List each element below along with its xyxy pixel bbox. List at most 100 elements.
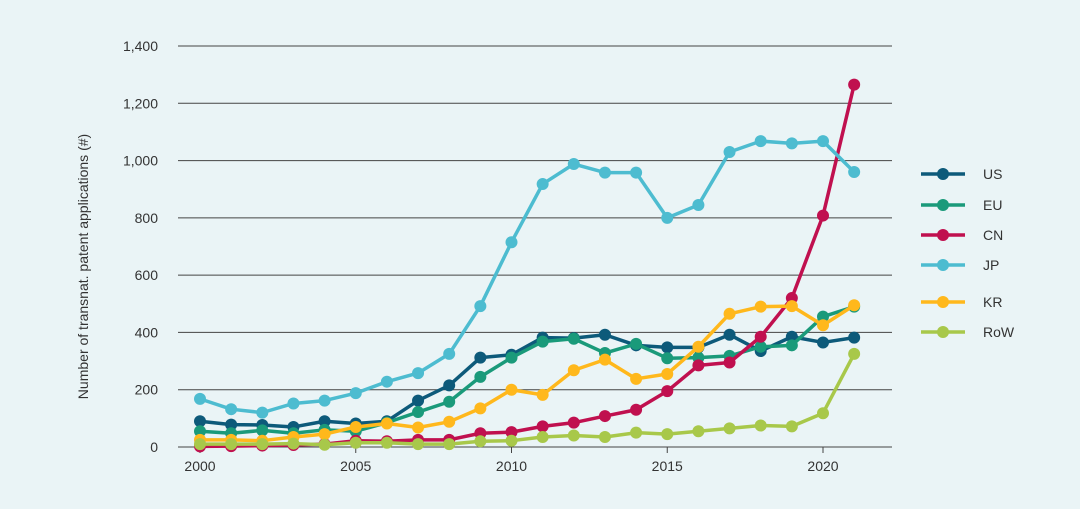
series-line (199, 139, 856, 415)
y-tick-label: 200 (135, 382, 159, 398)
data-point (536, 430, 549, 443)
data-point (505, 383, 518, 396)
legend-swatch-marker (937, 229, 949, 241)
y-tick-label: 0 (150, 439, 158, 455)
data-point (287, 437, 300, 450)
data-point (567, 429, 580, 442)
data-point (225, 403, 238, 416)
data-point (380, 436, 393, 449)
data-point (848, 166, 861, 179)
gridlines (178, 45, 892, 448)
legend-swatch-marker (937, 296, 949, 308)
data-point (474, 351, 487, 364)
x-tick-label: 2020 (807, 458, 838, 474)
legend-swatch-marker (937, 326, 949, 338)
y-tick-label: 600 (135, 267, 159, 283)
data-point (723, 145, 736, 158)
data-point (380, 417, 393, 430)
data-point (598, 410, 611, 423)
data-point (318, 428, 331, 441)
data-point (536, 178, 549, 191)
data-point (256, 424, 269, 437)
data-point (194, 392, 206, 405)
data-point (661, 352, 674, 365)
data-point (785, 300, 798, 313)
data-point (754, 135, 767, 148)
legend-label: KR (983, 294, 1002, 310)
data-point (754, 419, 767, 432)
y-tick-label: 1,400 (123, 38, 158, 54)
data-point (536, 388, 549, 401)
data-point (630, 372, 643, 385)
data-point (817, 135, 829, 148)
series-kr (194, 299, 861, 447)
legend-label: JP (983, 257, 999, 273)
series-line (199, 332, 855, 429)
y-axis-title: Number of transnat. patent applications … (75, 134, 91, 399)
data-point (598, 166, 611, 179)
data-point (318, 394, 331, 407)
data-point (630, 337, 643, 350)
data-point (287, 397, 300, 410)
series-eu (194, 300, 861, 440)
legend-item-cn: CN (921, 227, 1003, 243)
data-point (848, 347, 861, 360)
series-cn (194, 78, 861, 453)
legend-swatch-marker (937, 259, 949, 271)
data-point (692, 359, 705, 372)
data-point (817, 209, 829, 222)
data-point (443, 438, 456, 451)
data-point (785, 339, 798, 352)
data-point (349, 387, 362, 400)
series-line (200, 353, 856, 447)
legend-item-us: US (921, 166, 1002, 182)
data-point (349, 420, 362, 433)
data-point (412, 438, 425, 451)
data-point (412, 406, 425, 419)
series-jp (194, 135, 861, 419)
series-line (200, 303, 856, 443)
y-tick-label: 1,000 (123, 153, 158, 169)
data-point (848, 299, 861, 312)
legend: US EU CN JP KR RoW (921, 166, 1015, 340)
data-point (598, 353, 611, 366)
data-point (412, 367, 425, 380)
legend-item-eu: EU (921, 197, 1002, 213)
data-point (194, 425, 206, 438)
data-point (754, 300, 767, 313)
data-point (536, 335, 549, 348)
data-point (567, 332, 580, 345)
data-point (598, 328, 611, 341)
data-point (349, 436, 362, 449)
y-tick-label: 800 (135, 210, 159, 226)
data-point (661, 367, 674, 380)
data-point (848, 331, 861, 344)
data-point (723, 356, 736, 369)
data-point (567, 158, 580, 171)
data-point (723, 422, 736, 435)
data-point (536, 420, 549, 433)
data-point (630, 166, 643, 179)
data-point (505, 434, 518, 447)
data-point (567, 364, 580, 377)
data-point (817, 319, 829, 332)
x-tick-label: 2005 (340, 458, 371, 474)
data-point (225, 438, 238, 451)
data-point (474, 402, 487, 415)
x-tick-label: 2010 (496, 458, 527, 474)
data-point (817, 310, 829, 323)
data-point (692, 425, 705, 438)
data-point (785, 420, 798, 433)
data-point (723, 328, 736, 341)
data-point (380, 375, 393, 388)
data-point (692, 198, 705, 211)
data-point (443, 395, 456, 408)
data-point (754, 330, 767, 343)
data-point (661, 211, 674, 224)
data-point (723, 307, 736, 320)
data-point (661, 341, 674, 354)
series-row (194, 347, 861, 451)
data-point (785, 330, 798, 343)
